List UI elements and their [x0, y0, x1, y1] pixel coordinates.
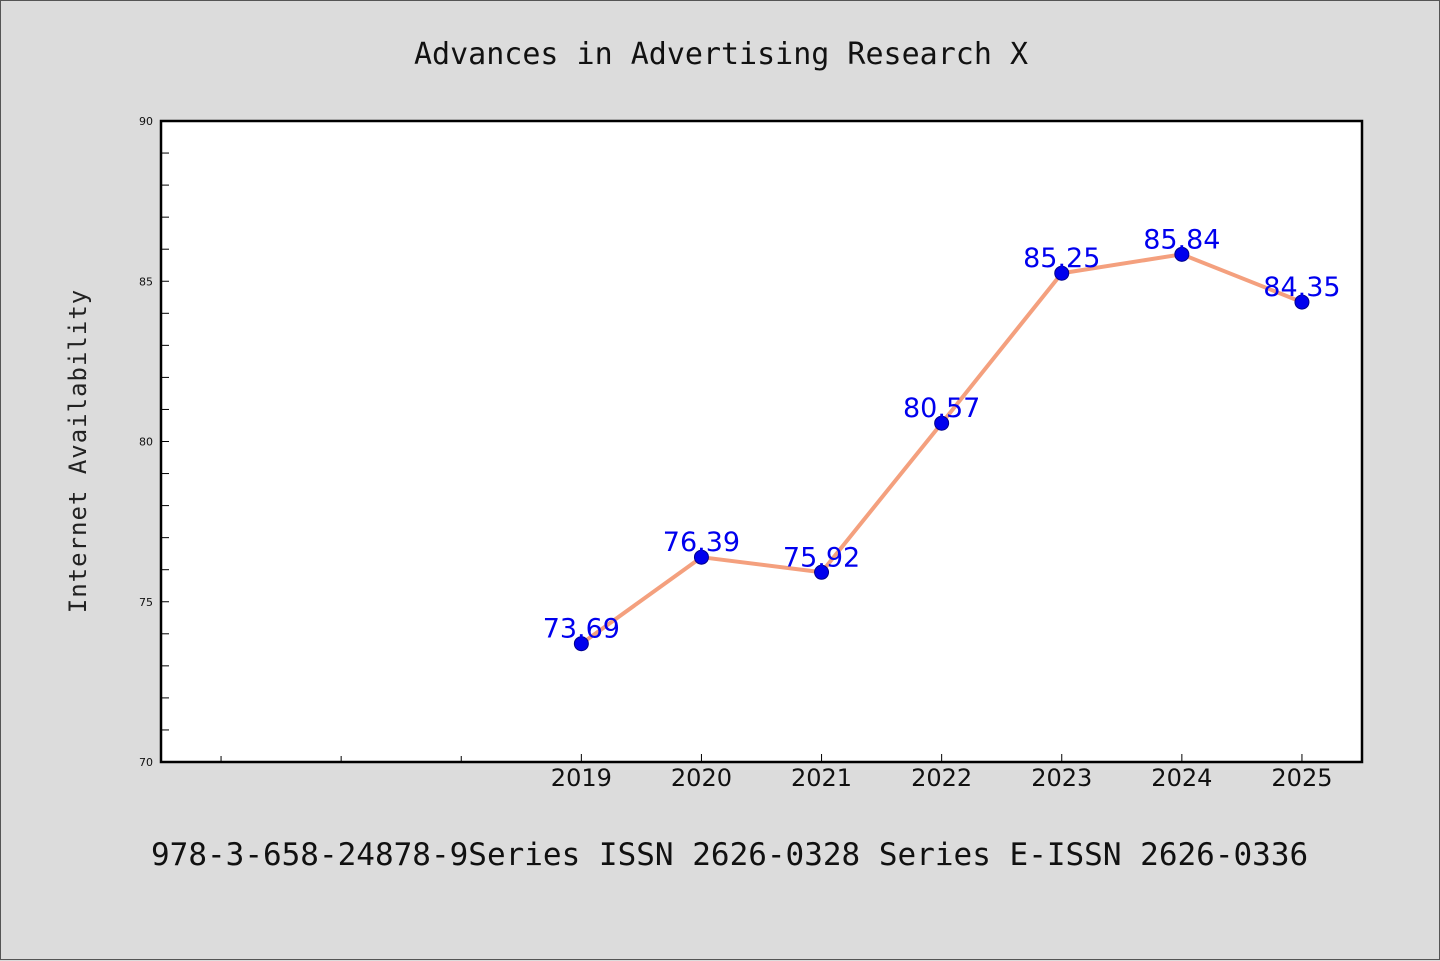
x-tick-label: 2019 — [551, 764, 612, 792]
plot-area — [159, 119, 1364, 764]
y-tick-label: 70 — [139, 756, 153, 769]
data-point — [573, 636, 589, 652]
chart-title: Advances in Advertising Research X — [414, 37, 1028, 72]
data-point — [693, 549, 709, 565]
x-tick-label: 2025 — [1271, 764, 1332, 792]
data-label: 75.92 — [783, 542, 860, 573]
x-tick-label: 2020 — [671, 764, 732, 792]
y-tick-label: 90 — [139, 115, 153, 128]
data-label: 84.35 — [1263, 272, 1340, 303]
y-tick-label: 85 — [139, 275, 153, 288]
data-point — [1054, 265, 1070, 281]
x-tick-label: 2023 — [1031, 764, 1092, 792]
data-label: 80.57 — [903, 393, 980, 424]
y-axis-label: Internet Availability — [64, 289, 92, 613]
y-tick-label: 80 — [139, 436, 153, 449]
series-group — [573, 246, 1310, 652]
data-point — [934, 415, 950, 431]
x-tick-label: 2021 — [791, 764, 852, 792]
data-point — [1294, 294, 1310, 310]
data-point — [814, 564, 830, 580]
data-labels-group: 73.69 76.39 75.92 80.57 85.25 85.84 84.35 — [543, 224, 1341, 644]
data-label: 85.84 — [1143, 224, 1220, 255]
data-label: 76.39 — [663, 527, 740, 558]
data-label: 85.25 — [1023, 243, 1100, 274]
y-tick-label: 75 — [139, 596, 153, 609]
x-tick-label: 2024 — [1151, 764, 1212, 792]
data-point — [1174, 246, 1190, 262]
axis-ticks: 70 75 80 85 90 2019 2020 2021 2022 2023 2024 2025 — [139, 115, 1332, 792]
footer-isbn-issn: 978-3-658-24878-9Series ISSN 2626-0328 S… — [151, 837, 1308, 873]
x-tick-label: 2022 — [911, 764, 972, 792]
data-label: 73.69 — [543, 614, 620, 645]
